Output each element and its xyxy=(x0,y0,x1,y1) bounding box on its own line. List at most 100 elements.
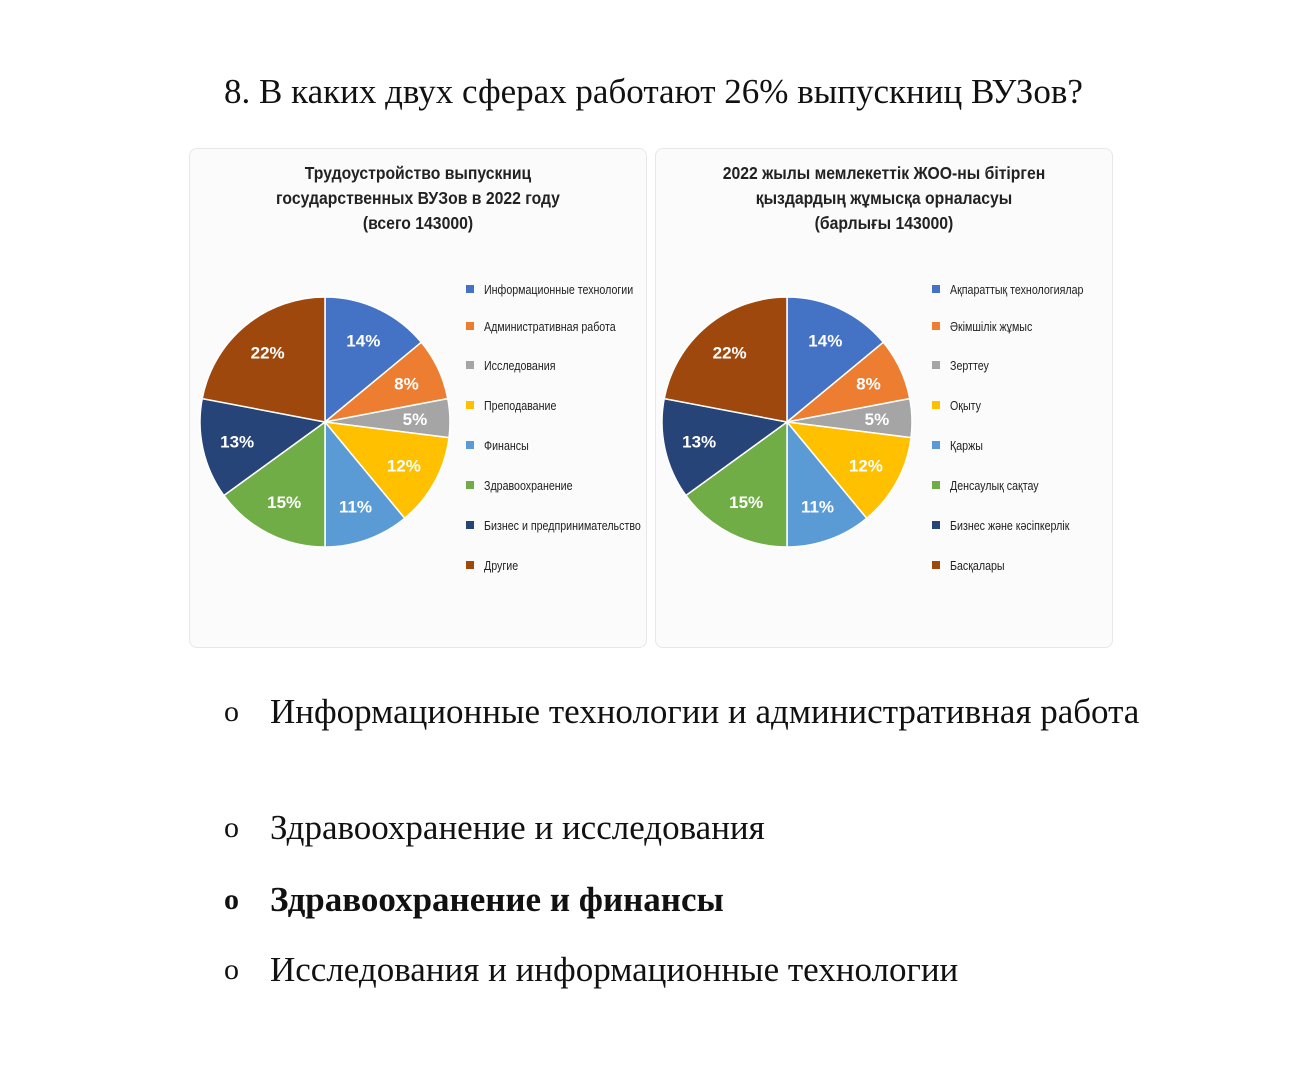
answer-option-3[interactable]: o Здравоохранение и финансы xyxy=(224,876,1144,924)
pie-slice-label: 13% xyxy=(220,433,254,452)
pie-chart: 14% 8% 5% 12% 11% 15% 13% 22% xyxy=(199,296,451,548)
radio-bullet-icon[interactable]: o xyxy=(224,883,239,916)
pie-slice xyxy=(222,420,326,548)
legend-label: Бизнес и предпринимательство xyxy=(484,517,641,533)
pie-slice-label: 14% xyxy=(346,332,380,351)
pie-slice-label: 15% xyxy=(267,493,301,512)
legend-label: Административная работа xyxy=(484,318,616,334)
chart-title-line: (барлығы 143000) xyxy=(814,213,954,233)
legend-item: Информационные технологии xyxy=(466,279,666,299)
legend-label: Исследования xyxy=(484,357,556,373)
pie-slice-label: 12% xyxy=(387,456,421,475)
chart-title-line: қыздардың жұмысқа орналасуы xyxy=(755,188,1013,208)
pie-slice xyxy=(324,419,406,548)
chart-title-line: государственных ВУЗов в 2022 году xyxy=(276,188,560,208)
legend-item: Бизнес және кәсіпкерлік xyxy=(932,515,1096,535)
legend-label: Әкімшілік жұмыс xyxy=(950,318,1033,334)
legend-label: Оқыту xyxy=(950,397,981,413)
legend-swatch xyxy=(466,321,474,330)
radio-bullet-icon[interactable]: o xyxy=(224,811,239,844)
chart-panel-kazakh: 2022 жылы мемлекеттік ЖОО-ны бітірген қы… xyxy=(655,148,1113,648)
chart-title: 2022 жылы мемлекеттік ЖОО-ны бітірген қы… xyxy=(679,161,1089,236)
legend-label: Бизнес және кәсіпкерлік xyxy=(950,517,1070,533)
legend-item: Преподавание xyxy=(466,395,572,415)
legend-item: Оқыту xyxy=(932,395,988,415)
answer-option-1[interactable]: o Информационные технологии и администра… xyxy=(224,688,1144,736)
legend-item: Исследования xyxy=(466,355,571,375)
legend-swatch xyxy=(466,440,474,449)
chart-panel-russian: Трудоустройство выпускниц государственны… xyxy=(189,148,647,648)
legend-swatch xyxy=(932,560,940,569)
legend-swatch xyxy=(932,440,940,449)
legend-swatch xyxy=(466,480,474,489)
legend-item: Административная работа xyxy=(466,316,645,336)
pie-slice-label: 15% xyxy=(729,493,763,512)
pie-slice-label: 12% xyxy=(849,456,883,475)
answer-option-label: Информационные технологии и администрати… xyxy=(270,692,1140,731)
legend-swatch xyxy=(932,480,940,489)
pie-slice-label: 14% xyxy=(808,332,842,351)
legend-swatch xyxy=(932,321,940,330)
legend-swatch xyxy=(466,400,474,409)
legend-item: Зерттеу xyxy=(932,355,997,375)
legend-label: Қаржы xyxy=(950,437,983,453)
chart-title-line: (всего 143000) xyxy=(362,213,474,233)
radio-bullet-icon[interactable]: o xyxy=(224,695,239,728)
legend-item: Здравоохранение xyxy=(466,475,592,495)
pie-slice xyxy=(786,419,868,548)
legend-label: Басқалары xyxy=(950,557,1005,573)
pie-slice xyxy=(785,421,912,520)
legend-label: Ақпараттық технологиялар xyxy=(950,281,1084,297)
radio-bullet-icon[interactable]: o xyxy=(224,953,239,986)
legend-label: Денсаулық сақтау xyxy=(950,477,1039,493)
legend-label: Информационные технологии xyxy=(484,281,634,297)
answer-option-2[interactable]: o Здравоохранение и исследования xyxy=(224,804,1144,852)
pie-slice xyxy=(323,421,450,520)
pie-chart: 14% 8% 5% 12% 11% 15% 13% 22% xyxy=(661,296,913,548)
pie-slice-label: 22% xyxy=(251,344,285,363)
question-text: 8. В каких двух сферах работают 26% выпу… xyxy=(224,72,1083,111)
legend-item: Другие xyxy=(466,555,526,575)
legend-label: Финансы xyxy=(484,437,529,453)
legend-item: Бизнес и предпринимательство xyxy=(466,515,675,535)
legend-item: Денсаулық сақтау xyxy=(932,475,1058,495)
answer-option-label: Здравоохранение и исследования xyxy=(270,808,765,847)
pie-slice-label: 8% xyxy=(394,375,419,394)
legend-swatch xyxy=(466,360,474,369)
chart-title-line: 2022 жылы мемлекеттік ЖОО-ны бітірген xyxy=(722,163,1046,183)
pie-slice xyxy=(684,420,788,548)
pie-slice-label: 5% xyxy=(403,410,428,429)
legend-item: Ақпараттық технологиялар xyxy=(932,279,1113,299)
legend-item: Басқалары xyxy=(932,555,1017,575)
pie-slice xyxy=(201,296,326,423)
pie-slice xyxy=(663,296,788,423)
pie-slice xyxy=(199,397,327,497)
chart-title-line: Трудоустройство выпускниц xyxy=(304,163,532,183)
legend-swatch xyxy=(932,360,940,369)
legend-swatch xyxy=(932,400,940,409)
pie-slice-label: 5% xyxy=(865,410,890,429)
pie-slice-label: 13% xyxy=(682,433,716,452)
legend-swatch xyxy=(932,284,940,293)
chart-title: Трудоустройство выпускниц государственны… xyxy=(213,161,623,236)
pie-slice-label: 8% xyxy=(856,375,881,394)
answer-option-4[interactable]: o Исследования и информационные технолог… xyxy=(224,946,1144,994)
pie-slice xyxy=(786,296,885,424)
answer-option-label: Здравоохранение и финансы xyxy=(270,880,724,919)
pie-slice-label: 11% xyxy=(801,498,834,517)
legend-swatch xyxy=(932,520,940,529)
pie-slice xyxy=(324,296,423,424)
legend-item: Қаржы xyxy=(932,435,990,455)
legend-label: Зерттеу xyxy=(950,357,989,373)
legend-label: Другие xyxy=(484,557,519,573)
answer-option-label: Исследования и информационные технологии xyxy=(270,950,959,989)
pie-slice-label: 22% xyxy=(713,344,747,363)
legend-swatch xyxy=(466,560,474,569)
legend-swatch xyxy=(466,520,474,529)
pie-slice xyxy=(661,397,789,497)
legend-label: Здравоохранение xyxy=(484,477,573,493)
pie-slice-label: 11% xyxy=(339,498,372,517)
legend-label: Преподавание xyxy=(484,397,557,413)
legend-item: Финансы xyxy=(466,435,539,455)
legend-item: Әкімшілік жұмыс xyxy=(932,316,1050,336)
